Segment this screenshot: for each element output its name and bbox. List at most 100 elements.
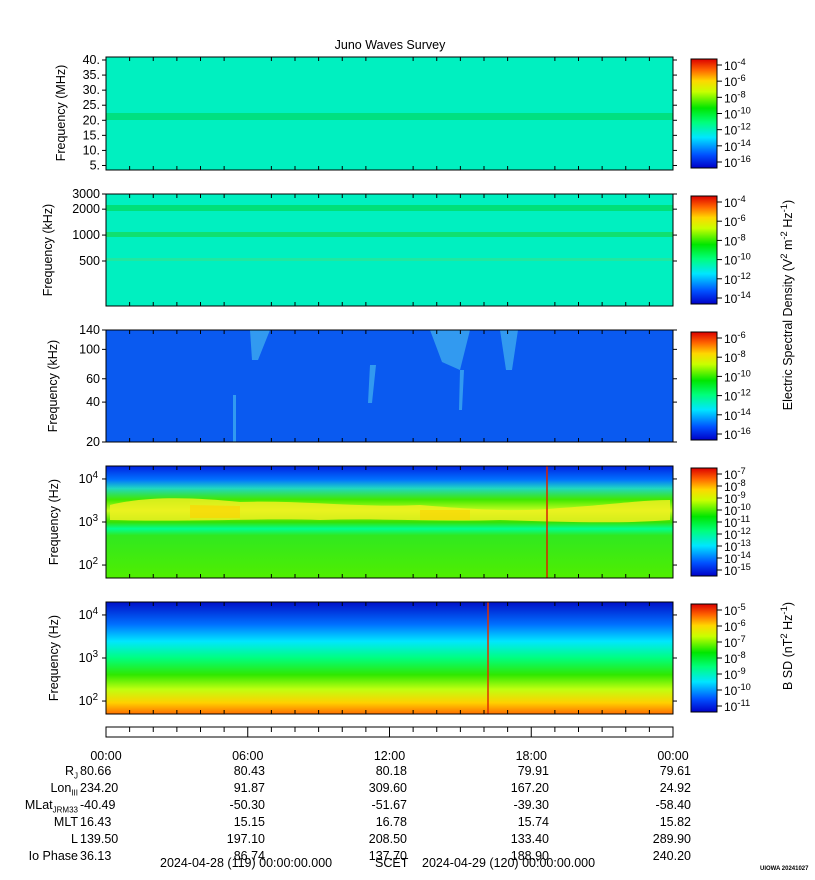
colorbar-tick-label: 10-11: [724, 514, 750, 530]
y-tick-label: 500: [79, 254, 100, 268]
ephemeris-value: 139.50: [80, 832, 119, 846]
colorbar-tick-label: 10-10: [724, 106, 751, 122]
y-tick-label: 104: [79, 606, 99, 622]
ephemeris-value: 91.87: [233, 781, 265, 795]
electric-colorbar-label: Electric Spectral Density (V2 m-2 Hz-1): [779, 200, 795, 410]
colorbar-tick-label: 10-6: [724, 330, 746, 346]
magnetic-colorbar-label: B SD (nT2 Hz-1): [779, 602, 795, 690]
panel-3-frame: [105, 329, 674, 443]
time-tick-label: 12:00: [374, 749, 405, 763]
panel-1-frame: [105, 56, 674, 171]
ephemeris-value: 36.13: [80, 849, 112, 863]
ephemeris-value: 16.43: [80, 815, 112, 829]
colorbar-tick-label: 10-12: [724, 388, 751, 404]
colorbar-tick-label: 10-14: [724, 138, 751, 154]
ephemeris-value: 15.74: [517, 815, 549, 829]
panel-3: 140 100 60 40 20 Frequency (kHz): [46, 323, 677, 449]
y-tick-label: 3000: [72, 187, 100, 201]
colorbar-tick-label: 10-6: [724, 618, 746, 634]
spectrogram-2-band-2000: [106, 205, 673, 211]
colorbar-tick-label: 10-15: [724, 562, 751, 578]
colorbar-tick-label: 10-16: [724, 154, 751, 170]
spectrogram-1-band: [106, 113, 673, 120]
spectrogram-2-band-500: [106, 258, 673, 261]
ephemeris-value: 208.50: [368, 832, 407, 846]
colorbar-tick-label: 10-12: [724, 526, 751, 542]
footer-start: 2024-04-28 (119) 00:00:00.000: [160, 856, 333, 870]
colorbar-tick-label: 10-6: [724, 73, 746, 89]
colorbar: [690, 603, 718, 713]
ephemeris-value: 197.10: [226, 832, 265, 846]
colorbar: [690, 467, 718, 577]
colorbar-tick-label: 10-7: [724, 466, 746, 482]
ephemeris-value: -51.67: [371, 798, 407, 812]
panel-5: 104 103 102 Frequency (Hz): [47, 601, 677, 715]
ephemeris-value: 16.78: [375, 815, 407, 829]
colorbar-tick-label: 10-4: [724, 57, 746, 73]
panel-2-ylabel: Frequency (kHz): [41, 204, 55, 296]
y-tick-label: 20: [86, 435, 100, 449]
ephemeris-label: L: [71, 832, 78, 846]
y-tick-label: 103: [79, 649, 98, 665]
ephemeris-label: RJ: [64, 764, 78, 781]
colorbar: [690, 58, 718, 169]
panel-3-ylabel: Frequency (kHz): [46, 340, 60, 432]
colorbar-tick-label: 10-13: [724, 538, 751, 554]
ephemeris-value: 79.91: [517, 764, 549, 778]
colorbar-tick-label: 10-8: [724, 478, 746, 494]
ephemeris-value: 79.61: [659, 764, 691, 778]
spectrogram-3: [106, 330, 673, 442]
ephemeris-label: Io Phase: [28, 849, 78, 863]
ephemeris-value: 15.15: [233, 815, 265, 829]
ephemeris-value: 309.60: [368, 781, 407, 795]
panel-4-y-ticks: 104 103 102: [79, 466, 677, 578]
colorbar-tick-label: 10-9: [724, 666, 746, 682]
spectrogram-2-band-1000: [106, 232, 673, 237]
ephemeris-value: 80.66: [80, 764, 112, 778]
colorbar-tick-label: 10-8: [724, 650, 746, 666]
y-tick-label: 2000: [72, 202, 100, 216]
y-tick-label: 20.: [83, 113, 100, 127]
y-tick-label: 60: [86, 372, 100, 386]
panel-4-ylabel: Frequency (Hz): [47, 479, 61, 565]
ephemeris-value: -50.30: [229, 798, 265, 812]
colorbar-tick-label: 10-10: [724, 502, 751, 518]
ephemeris-value: -58.40: [655, 798, 691, 812]
panel-3-y-ticks: 140 100 60 40 20: [79, 323, 677, 449]
colorbar-tick-label: 10-9: [724, 490, 746, 506]
ephemeris-value: 289.90: [652, 832, 691, 846]
colorbar-tick-label: 10-16: [724, 426, 751, 442]
y-tick-label: 104: [79, 470, 99, 486]
colorbar-tick-label: 10-8: [724, 89, 746, 105]
y-tick-label: 103: [79, 513, 98, 529]
colorbar-tick-label: 10-8: [724, 349, 746, 365]
ephemeris-value: 188.90: [510, 849, 549, 863]
footer-stamp: UIOWA 20241027: [760, 866, 809, 872]
time-tick-label: 00:00: [90, 749, 121, 763]
colorbar-tick-label: 10-8: [724, 232, 746, 248]
colorbar-tick-label: 10-11: [724, 698, 750, 714]
y-tick-label: 140: [79, 323, 100, 337]
ephemeris-value: 80.43: [233, 764, 265, 778]
time-axis-ticks: 00:00 06:00 12:00 18:00 00:00: [90, 727, 689, 763]
colorbar-tick-label: 10-7: [724, 634, 746, 650]
y-tick-label: 10.: [83, 143, 100, 157]
ephemeris-value: 24.92: [659, 781, 691, 795]
colorbars: 10-410-610-810-1010-1210-1410-1610-410-6…: [690, 57, 751, 714]
y-tick-label: 102: [79, 692, 98, 708]
colorbar-tick-label: 10-4: [724, 194, 746, 210]
y-tick-label: 25.: [83, 98, 100, 112]
colorbar: [690, 195, 718, 305]
colorbar-tick-label: 10-14: [724, 550, 751, 566]
colorbar-tick-label: 10-12: [724, 271, 751, 287]
colorbar-tick-label: 10-6: [724, 213, 746, 229]
colorbar-tick-label: 10-10: [724, 252, 751, 268]
footer-end: 2024-04-29 (120) 00:00:00.000: [422, 856, 596, 870]
ephemeris-value: 167.20: [510, 781, 549, 795]
y-tick-label: 102: [79, 556, 98, 572]
ephemeris-value: 234.20: [80, 781, 119, 795]
panel-1-ylabel: Frequency (MHz): [54, 65, 68, 162]
y-tick-label: 1000: [72, 228, 100, 242]
